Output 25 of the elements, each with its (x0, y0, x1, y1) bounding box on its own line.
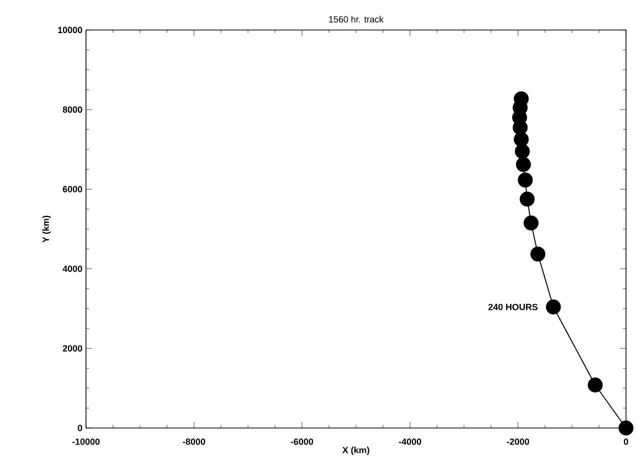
chart-title: 1560 hr. track (329, 16, 384, 22)
x-tick-label: -4000 (398, 438, 422, 445)
point (514, 132, 529, 147)
point (516, 157, 531, 172)
y-tick-label: 0 (78, 424, 82, 432)
annotation: 240 HOURS (488, 304, 538, 310)
y-tick-label: 10000 (58, 26, 82, 34)
point (530, 246, 546, 262)
y-tick-label: 6000 (62, 186, 82, 192)
y-tick-label: 4000 (62, 266, 82, 272)
x-tick-label: -6000 (290, 438, 314, 445)
x-tick-label: -10000 (72, 438, 100, 445)
y-axis-title: Y (km) (42, 216, 51, 243)
point (618, 420, 634, 436)
point (524, 216, 539, 230)
point (546, 300, 561, 314)
x-tick-label: -8000 (182, 438, 206, 445)
point (518, 172, 533, 188)
x-tick-label: 0 (624, 438, 628, 445)
y-tick-label: 8000 (62, 106, 82, 113)
x-tick-label: -2000 (506, 438, 530, 445)
x-axis-title: X (km) (342, 446, 370, 456)
point (520, 192, 535, 207)
y-tick-label: 2000 (62, 345, 82, 352)
point (588, 378, 603, 392)
